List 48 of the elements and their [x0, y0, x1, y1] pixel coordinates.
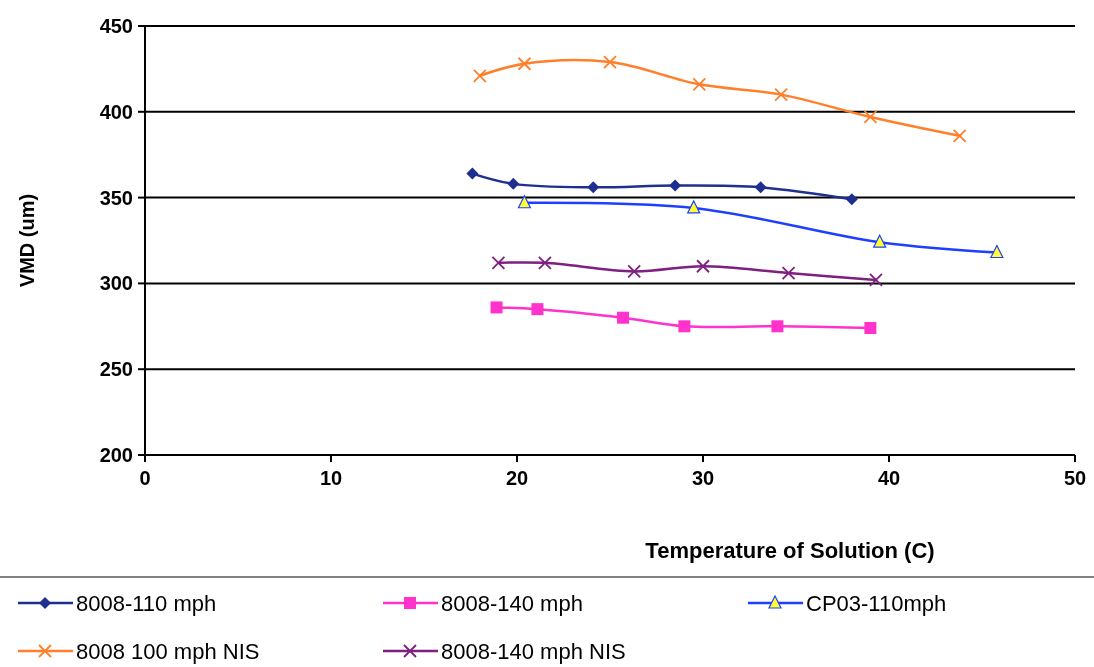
point: [774, 87, 789, 102]
point: [864, 322, 877, 335]
x-tick-label: 0: [139, 467, 151, 489]
point: [845, 193, 858, 206]
point: [771, 320, 784, 333]
point: [692, 77, 707, 92]
point: [678, 320, 691, 333]
point: [491, 255, 506, 270]
x-tick-label: 10: [319, 467, 343, 489]
point: [754, 181, 767, 194]
point: [696, 259, 710, 274]
point: [781, 266, 796, 280]
x-tick-label: 50: [1063, 467, 1087, 489]
legend-label: CP03-110mph: [806, 591, 947, 616]
point: [517, 195, 532, 209]
point: [669, 179, 682, 192]
y-tick-label: 350: [99, 186, 133, 209]
point: [507, 177, 520, 190]
legend-label: 8008-110 mph: [76, 591, 217, 616]
y-axis-title: VMD (um): [16, 193, 38, 288]
y-tick-label: 400: [99, 100, 133, 123]
point: [538, 255, 552, 270]
point: [627, 264, 642, 279]
point: [617, 311, 630, 324]
y-tick-label: 450: [99, 15, 133, 37]
y-tick-label: 200: [99, 444, 133, 466]
x-tick-label: 40: [877, 467, 901, 489]
point: [869, 273, 883, 287]
point: [863, 110, 878, 124]
legend-label: 8008-140 mph: [441, 591, 583, 616]
legend-label: 8008 100 mph NIS: [76, 639, 260, 664]
legend-label: 8008-140 mph NIS: [441, 639, 626, 664]
x-axis-title: Temperature of Solution (C): [645, 538, 935, 563]
x-tick-label: 20: [505, 467, 529, 489]
point: [472, 68, 487, 83]
point: [687, 200, 701, 214]
point: [587, 181, 600, 194]
point: [466, 167, 479, 180]
point: [531, 303, 544, 316]
point: [873, 234, 887, 248]
y-tick-label: 250: [99, 358, 133, 381]
point: [990, 244, 1004, 259]
point: [517, 56, 532, 71]
point: [490, 301, 503, 314]
point: [603, 55, 617, 69]
point: [952, 128, 967, 143]
x-tick-label: 30: [691, 467, 715, 489]
y-tick-label: 300: [99, 272, 133, 295]
